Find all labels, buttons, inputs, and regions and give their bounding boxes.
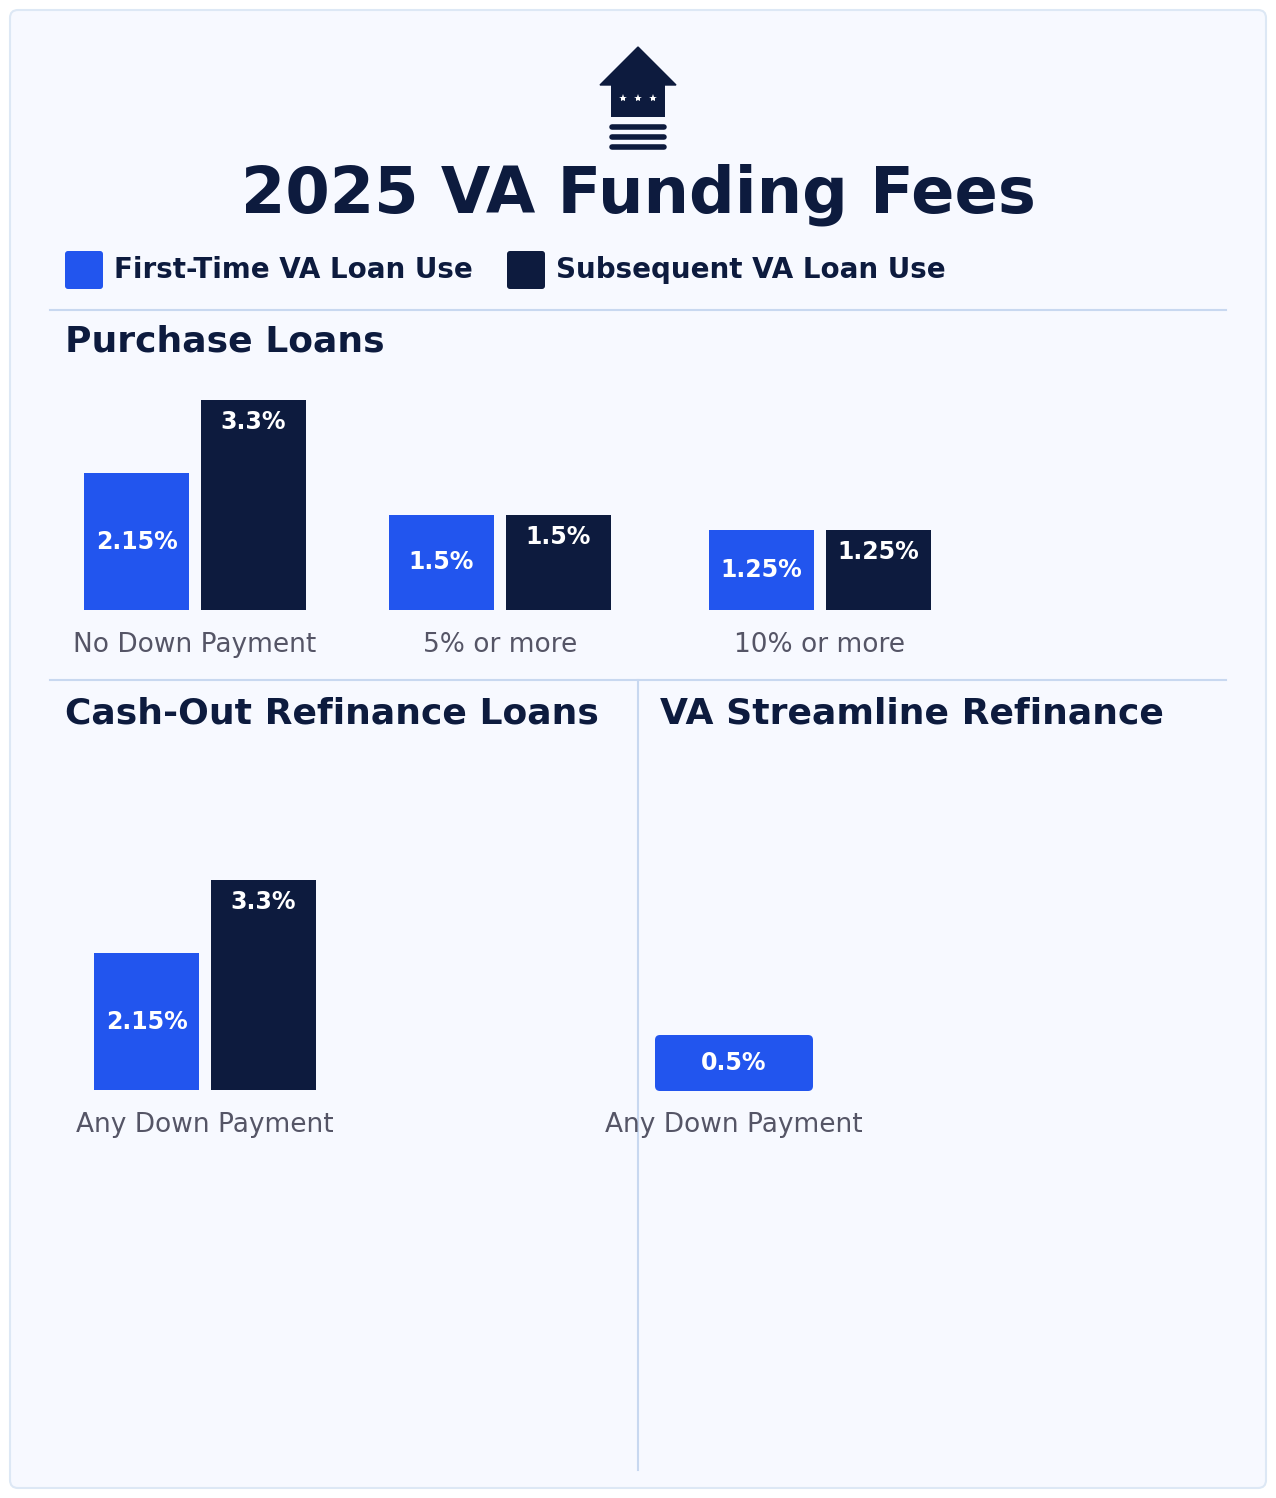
- FancyBboxPatch shape: [826, 530, 931, 610]
- Text: No Down Payment: No Down Payment: [74, 632, 316, 658]
- Text: Subsequent VA Loan Use: Subsequent VA Loan Use: [556, 256, 946, 285]
- Text: 1.5%: 1.5%: [408, 550, 475, 574]
- FancyBboxPatch shape: [10, 10, 1266, 1488]
- Text: 1.5%: 1.5%: [526, 524, 591, 548]
- FancyBboxPatch shape: [94, 953, 199, 1091]
- FancyBboxPatch shape: [655, 1035, 813, 1091]
- FancyBboxPatch shape: [709, 530, 814, 610]
- FancyBboxPatch shape: [389, 514, 494, 610]
- Text: Any Down Payment: Any Down Payment: [605, 1112, 863, 1138]
- FancyBboxPatch shape: [65, 252, 103, 289]
- Text: 3.3%: 3.3%: [221, 410, 286, 434]
- Text: 3.3%: 3.3%: [231, 890, 296, 914]
- FancyBboxPatch shape: [507, 252, 545, 289]
- Text: 2.15%: 2.15%: [106, 1010, 188, 1034]
- FancyBboxPatch shape: [507, 514, 611, 610]
- Text: 1.25%: 1.25%: [837, 541, 920, 565]
- Text: 10% or more: 10% or more: [735, 632, 906, 658]
- Text: Any Down Payment: Any Down Payment: [77, 1112, 334, 1138]
- Text: VA Streamline Refinance: VA Streamline Refinance: [660, 697, 1164, 731]
- FancyBboxPatch shape: [84, 473, 189, 610]
- Text: 2025 VA Funding Fees: 2025 VA Funding Fees: [241, 163, 1035, 226]
- Text: Purchase Loans: Purchase Loans: [65, 325, 384, 360]
- Text: 0.5%: 0.5%: [702, 1052, 767, 1076]
- Text: 5% or more: 5% or more: [422, 632, 577, 658]
- Text: 1.25%: 1.25%: [721, 559, 803, 583]
- Text: 2.15%: 2.15%: [96, 530, 177, 554]
- FancyBboxPatch shape: [611, 82, 665, 117]
- FancyBboxPatch shape: [211, 879, 316, 1091]
- Polygon shape: [600, 46, 676, 85]
- Text: First-Time VA Loan Use: First-Time VA Loan Use: [114, 256, 472, 285]
- FancyBboxPatch shape: [202, 400, 306, 610]
- Text: Cash-Out Refinance Loans: Cash-Out Refinance Loans: [65, 697, 598, 731]
